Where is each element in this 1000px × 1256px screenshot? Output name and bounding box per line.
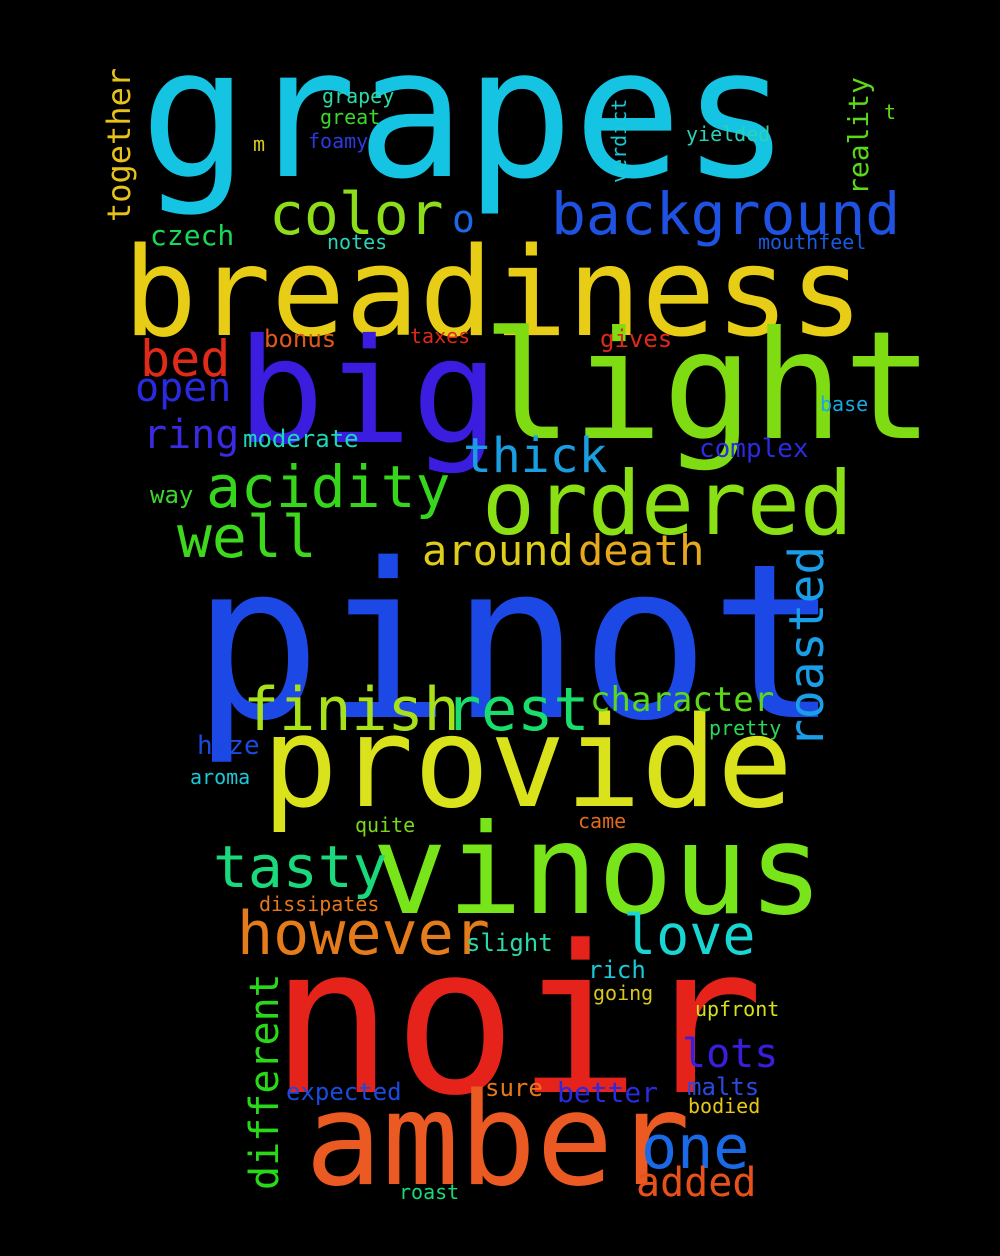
- word-big: big: [237, 308, 499, 477]
- word-verdict: verdict: [607, 98, 631, 183]
- word-sure: sure: [485, 1074, 543, 1102]
- word-noir: noir: [270, 903, 764, 1141]
- word-provide: provide: [262, 689, 794, 836]
- word-grapes: grapes: [140, 10, 791, 219]
- word-bed: bed: [140, 330, 231, 388]
- word-aroma: aroma: [190, 765, 251, 789]
- word-t: t: [884, 100, 897, 124]
- word-ring: ring: [143, 412, 240, 458]
- word-o: o: [452, 197, 475, 241]
- word-notes: notes: [327, 230, 388, 254]
- word-light: light: [482, 300, 934, 474]
- word-upfront: upfront: [695, 997, 780, 1021]
- word-rich: rich: [588, 956, 646, 984]
- word-bonus: bonus: [264, 325, 337, 353]
- word-great: great: [320, 105, 381, 129]
- word-thick: thick: [463, 428, 608, 484]
- word-amber: amber: [305, 1066, 691, 1215]
- word-color: color: [269, 180, 444, 248]
- word-foamy: foamy: [308, 129, 369, 153]
- word-bodied: bodied: [688, 1094, 761, 1118]
- word-gives: gives: [600, 325, 673, 353]
- word-however: however: [237, 899, 490, 969]
- word-slight: slight: [466, 929, 553, 957]
- word-way: way: [150, 481, 194, 509]
- word-rest: rest: [445, 675, 590, 745]
- word-better: better: [557, 1076, 659, 1109]
- word-ordered: ordered: [482, 452, 853, 555]
- word-dissipates: dissipates: [259, 892, 380, 916]
- word-death: death: [578, 526, 705, 575]
- word-love: love: [623, 903, 756, 967]
- word-acidity: acidity: [206, 453, 451, 521]
- word-character: character: [590, 680, 775, 720]
- word-complex: complex: [699, 434, 809, 464]
- word-added: added: [636, 1160, 757, 1206]
- word-malts: malts: [687, 1073, 760, 1101]
- word-well: well: [177, 503, 317, 571]
- word-finish: finish: [243, 675, 460, 745]
- word-vinous: vinous: [372, 798, 824, 943]
- word-open: open: [135, 365, 232, 411]
- word-grapey: grapey: [322, 84, 395, 108]
- word-m: m: [253, 132, 266, 156]
- word-one: one: [641, 1113, 750, 1183]
- word-different: different: [242, 973, 288, 1190]
- word-breadiness: breadiness: [123, 222, 864, 365]
- word-quite: quite: [355, 813, 416, 837]
- word-yielded: yielded: [686, 122, 771, 146]
- word-tasty: tasty: [213, 833, 388, 901]
- word-czech: czech: [150, 219, 235, 252]
- word-reality: reality: [842, 76, 875, 195]
- word-base: base: [820, 392, 869, 416]
- word-taxes: taxes: [410, 324, 471, 348]
- word-moderate: moderate: [243, 425, 359, 453]
- word-together: together: [100, 67, 138, 222]
- word-pretty: pretty: [709, 716, 782, 740]
- word-came: came: [578, 809, 627, 833]
- word-background: background: [551, 180, 901, 248]
- word-roasted: roasted: [779, 545, 835, 748]
- word-going: going: [593, 981, 654, 1005]
- word-haze: haze: [197, 731, 260, 761]
- word-lots: lots: [682, 1031, 779, 1077]
- word-mouthfeel: mouthfeel: [758, 230, 867, 254]
- word-expected: expected: [286, 1078, 402, 1106]
- word-around: around: [422, 526, 574, 575]
- word-roast: roast: [399, 1180, 460, 1204]
- word-pinot: pinot: [192, 517, 840, 768]
